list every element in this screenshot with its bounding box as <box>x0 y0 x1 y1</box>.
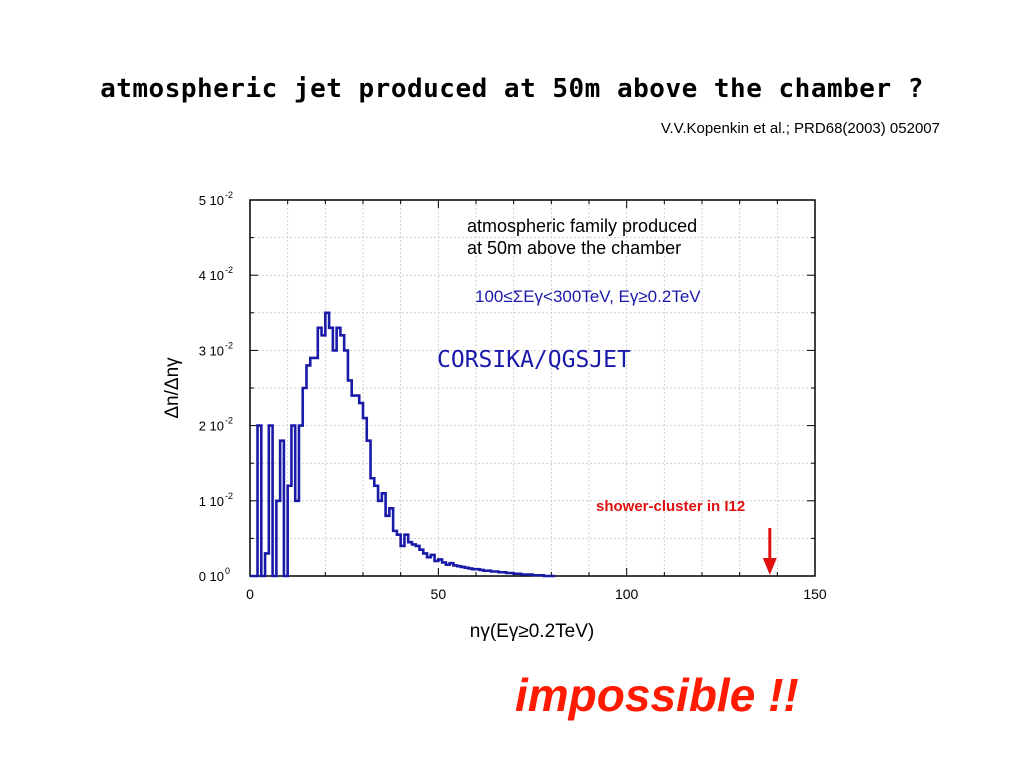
histogram-bar <box>427 557 431 576</box>
histogram-outline <box>250 311 556 578</box>
y-tick-label: 3 10 -2 <box>199 340 233 358</box>
y-tick-label: 0 10 0 <box>199 566 230 584</box>
histogram-bar <box>359 403 363 576</box>
y-tick-label-exponent: -2 <box>225 265 233 275</box>
histogram-bar <box>322 335 326 576</box>
y-tick-label-mantissa: 2 10 <box>199 419 224 434</box>
histogram-bar <box>340 335 344 576</box>
y-tick-label-exponent: 0 <box>225 566 230 576</box>
slide-title: atmospheric jet produced at 50m above th… <box>100 74 924 104</box>
y-tick-labels: 0 10 01 10 -22 10 -23 10 -24 10 -25 10 -2 <box>199 190 233 584</box>
histogram-bar <box>408 542 412 576</box>
y-tick-label: 5 10 -2 <box>199 190 233 208</box>
observed-arrow-icon <box>762 528 777 575</box>
citation: V.V.Kopenkin et al.; PRD68(2003) 052007 <box>660 120 940 137</box>
annotation-description-1: atmospheric family produced <box>467 216 697 236</box>
y-tick-label: 1 10 -2 <box>199 491 233 509</box>
annotation-model: CORSIKA/QGSJET <box>437 347 631 373</box>
annotation-energy-condition: 100≤ΣEγ<300TeV, Eγ≥0.2TeV <box>475 287 701 306</box>
y-axis-label: Δn/Δnγ <box>162 357 183 419</box>
histogram-bar <box>355 396 359 576</box>
y-tick-label-exponent: -2 <box>225 416 233 426</box>
y-tick-label-exponent: -2 <box>225 340 233 350</box>
histogram-bar <box>352 396 356 576</box>
conclusion-text: impossible !! <box>515 669 799 721</box>
histogram-bar <box>314 358 318 576</box>
x-axis-label: nγ(Eγ≥0.2TeV) <box>470 621 594 642</box>
histogram-bar <box>307 365 311 576</box>
histogram-bar <box>371 478 375 576</box>
x-tick-label: 0 <box>246 586 254 602</box>
y-tick-label-exponent: -2 <box>225 491 233 501</box>
x-tick-label: 150 <box>803 586 827 602</box>
x-tick-labels: 0 50 100 150 <box>246 586 827 602</box>
histogram-bar <box>310 358 314 576</box>
observed-arrow-head <box>762 558 777 575</box>
histogram-bar <box>412 544 416 576</box>
x-tick-label: 100 <box>615 586 639 602</box>
histogram-bar <box>446 565 450 576</box>
y-tick-label-exponent: -2 <box>225 190 233 200</box>
y-tick-label: 2 10 -2 <box>199 416 233 434</box>
y-tick-label-mantissa: 0 10 <box>199 569 224 584</box>
histogram-bar <box>386 516 390 576</box>
annotation-description-2: at 50m above the chamber <box>467 238 681 258</box>
y-tick-label-mantissa: 5 10 <box>199 193 224 208</box>
y-tick-label-mantissa: 3 10 <box>199 343 224 358</box>
y-tick-label: 4 10 -2 <box>199 265 233 283</box>
histogram-bar <box>393 531 397 576</box>
annotation-observed-label: shower-cluster in I12 <box>596 498 745 515</box>
y-tick-label-mantissa: 4 10 <box>199 268 224 283</box>
histogram-bar <box>435 561 439 576</box>
histogram-bar <box>348 380 352 576</box>
x-tick-label: 50 <box>431 586 447 602</box>
y-tick-label-mantissa: 1 10 <box>199 494 224 509</box>
histogram-bar <box>325 313 329 576</box>
histogram-bar <box>401 546 405 576</box>
